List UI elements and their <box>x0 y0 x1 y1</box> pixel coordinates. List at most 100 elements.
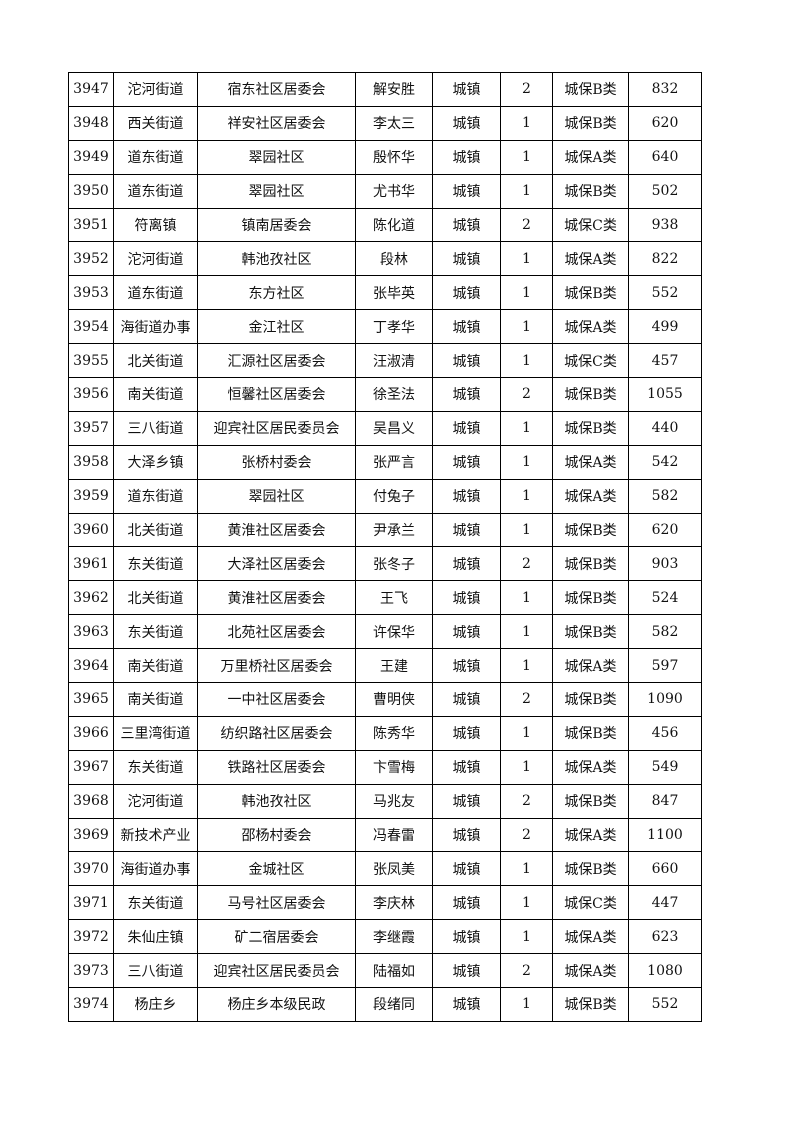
community: 马号社区居委会 <box>197 885 356 921</box>
row-id: 3959 <box>68 478 114 514</box>
person-name: 徐圣法 <box>355 377 433 412</box>
area-type: 城镇 <box>432 343 501 379</box>
row-id: 3953 <box>68 275 114 311</box>
amount: 597 <box>628 648 702 684</box>
count: 1 <box>500 885 553 921</box>
table-row: 3972 朱仙庄镇 矿二宿居委会 李继霞 城镇 1 城保A类 623 <box>68 919 702 955</box>
table-row: 3956 南关街道 恒馨社区居委会 徐圣法 城镇 2 城保B类 1055 <box>68 377 702 412</box>
table-row: 3965 南关街道 一中社区居委会 曹明侠 城镇 2 城保B类 1090 <box>68 682 702 717</box>
community: 黄淮社区居委会 <box>197 580 356 616</box>
table-row: 3966 三里湾街道 纺织路社区居委会 陈秀华 城镇 1 城保B类 456 <box>68 715 702 751</box>
area-type: 城镇 <box>432 783 501 819</box>
count: 2 <box>500 783 553 819</box>
count: 1 <box>500 987 553 1022</box>
subdistrict: 道东街道 <box>113 173 198 209</box>
table-row: 3955 北关街道 汇源社区居委会 汪淑清 城镇 1 城保C类 457 <box>68 343 702 379</box>
person-name: 陆福如 <box>355 953 433 989</box>
person-name: 解安胜 <box>355 72 433 107</box>
table-row: 3968 沱河街道 韩池孜社区 马兆友 城镇 2 城保B类 847 <box>68 783 702 819</box>
count: 1 <box>500 309 553 345</box>
area-type: 城镇 <box>432 105 501 141</box>
data-table: 3947 沱河街道 宿东社区居委会 解安胜 城镇 2 城保B类 832 3948 西关街道 祥安社区… <box>68 72 702 1022</box>
table-row: 3974 杨庄乡 杨庄乡本级民政 段绪同 城镇 1 城保B类 552 <box>68 987 702 1022</box>
category: 城保B类 <box>552 580 629 616</box>
count: 1 <box>500 580 553 616</box>
community: 祥安社区居委会 <box>197 105 356 141</box>
count: 2 <box>500 546 553 582</box>
amount: 938 <box>628 207 702 243</box>
amount: 582 <box>628 478 702 514</box>
row-id: 3969 <box>68 817 114 853</box>
subdistrict: 道东街道 <box>113 275 198 311</box>
category: 城保C类 <box>552 207 629 243</box>
area-type: 城镇 <box>432 207 501 243</box>
person-name: 尹承兰 <box>355 512 433 548</box>
subdistrict: 南关街道 <box>113 377 198 412</box>
area-type: 城镇 <box>432 614 501 650</box>
count: 1 <box>500 173 553 209</box>
row-id: 3949 <box>68 139 114 175</box>
community: 迎宾社区居民委员会 <box>197 410 356 446</box>
category: 城保B类 <box>552 72 629 107</box>
community: 翠园社区 <box>197 478 356 514</box>
row-id: 3971 <box>68 885 114 921</box>
category: 城保B类 <box>552 377 629 412</box>
area-type: 城镇 <box>432 72 501 107</box>
person-name: 马兆友 <box>355 783 433 819</box>
row-id: 3960 <box>68 512 114 548</box>
community: 迎宾社区居民委员会 <box>197 953 356 989</box>
area-type: 城镇 <box>432 173 501 209</box>
person-name: 李庆林 <box>355 885 433 921</box>
community: 张桥村委会 <box>197 444 356 480</box>
amount: 582 <box>628 614 702 650</box>
count: 1 <box>500 851 553 887</box>
table-row: 3962 北关街道 黄淮社区居委会 王飞 城镇 1 城保B类 524 <box>68 580 702 616</box>
count: 1 <box>500 648 553 684</box>
area-type: 城镇 <box>432 275 501 311</box>
subdistrict: 道东街道 <box>113 139 198 175</box>
amount: 440 <box>628 410 702 446</box>
row-id: 3965 <box>68 682 114 717</box>
table-row: 3957 三八街道 迎宾社区居民委员会 吴昌义 城镇 1 城保B类 440 <box>68 410 702 446</box>
subdistrict: 道东街道 <box>113 478 198 514</box>
count: 1 <box>500 241 553 277</box>
count: 1 <box>500 919 553 955</box>
amount: 552 <box>628 275 702 311</box>
row-id: 3967 <box>68 749 114 785</box>
amount: 847 <box>628 783 702 819</box>
table-row: 3960 北关街道 黄淮社区居委会 尹承兰 城镇 1 城保B类 620 <box>68 512 702 548</box>
amount: 660 <box>628 851 702 887</box>
amount: 903 <box>628 546 702 582</box>
area-type: 城镇 <box>432 377 501 412</box>
person-name: 曹明侠 <box>355 682 433 717</box>
row-id: 3966 <box>68 715 114 751</box>
table-row: 3973 三八街道 迎宾社区居民委员会 陆福如 城镇 2 城保A类 1080 <box>68 953 702 989</box>
table-row: 3971 东关街道 马号社区居委会 李庆林 城镇 1 城保C类 447 <box>68 885 702 921</box>
area-type: 城镇 <box>432 953 501 989</box>
count: 1 <box>500 343 553 379</box>
subdistrict: 符离镇 <box>113 207 198 243</box>
person-name: 张毕英 <box>355 275 433 311</box>
amount: 1055 <box>628 377 702 412</box>
subdistrict: 西关街道 <box>113 105 198 141</box>
row-id: 3968 <box>68 783 114 819</box>
area-type: 城镇 <box>432 444 501 480</box>
community: 北苑社区居委会 <box>197 614 356 650</box>
area-type: 城镇 <box>432 715 501 751</box>
subdistrict: 东关街道 <box>113 885 198 921</box>
table-row: 3970 海街道办事 金城社区 张凤美 城镇 1 城保B类 660 <box>68 851 702 887</box>
table-row: 3964 南关街道 万里桥社区居委会 王建 城镇 1 城保A类 597 <box>68 648 702 684</box>
category: 城保B类 <box>552 512 629 548</box>
person-name: 王建 <box>355 648 433 684</box>
area-type: 城镇 <box>432 987 501 1022</box>
community: 黄淮社区居委会 <box>197 512 356 548</box>
table-row: 3947 沱河街道 宿东社区居委会 解安胜 城镇 2 城保B类 832 <box>68 72 702 107</box>
community: 杨庄乡本级民政 <box>197 987 356 1022</box>
subdistrict: 三八街道 <box>113 410 198 446</box>
count: 1 <box>500 512 553 548</box>
person-name: 丁孝华 <box>355 309 433 345</box>
row-id: 3973 <box>68 953 114 989</box>
table-row: 3954 海街道办事 金江社区 丁孝华 城镇 1 城保A类 499 <box>68 309 702 345</box>
count: 1 <box>500 749 553 785</box>
